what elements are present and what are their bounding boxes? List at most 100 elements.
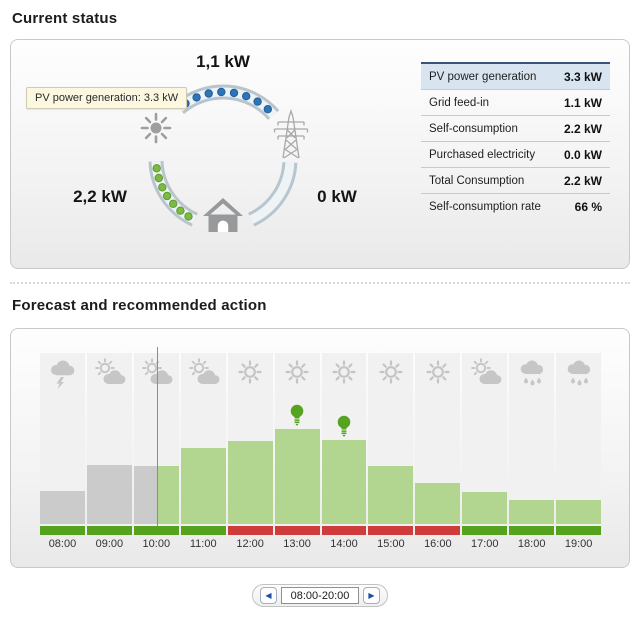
status-row-label: Self-consumption rate (429, 201, 541, 213)
chart-column[interactable] (462, 353, 508, 535)
weather-sunny-icon (368, 358, 413, 386)
usage-indicator-strip (86, 526, 132, 535)
chart-column[interactable] (556, 353, 602, 535)
house-icon (203, 198, 243, 232)
chart-column[interactable] (227, 353, 273, 535)
chart-column[interactable] (415, 353, 461, 535)
forecast-title: Forecast and recommended action (12, 297, 267, 314)
usage-indicator-strip (180, 526, 226, 535)
forecast-bar (556, 500, 602, 524)
hour-label: 13:00 (283, 538, 311, 550)
usage-indicator-strip (274, 526, 320, 535)
usage-indicator-strip (368, 526, 414, 535)
chart-column[interactable] (321, 353, 367, 535)
grid-feed-in-value: 1,1 kW (196, 52, 250, 71)
usage-indicator-strip (556, 526, 602, 535)
hour-label: 17:00 (470, 538, 499, 550)
self-consumption-flow-dots (152, 164, 193, 221)
usage-indicator-strip (40, 526, 85, 535)
pv-generation-tooltip: PV power generation: 3.3 kW (26, 87, 188, 109)
weather-storm-icon (40, 358, 85, 390)
weather-sunny-icon (275, 358, 320, 386)
status-table-row[interactable]: PV power generation 3.3 kW (421, 62, 610, 90)
hour-label: 11:00 (189, 538, 217, 550)
section-divider (10, 282, 630, 284)
forecast-bar (321, 440, 367, 524)
prev-period-button[interactable]: ◀ (260, 587, 277, 604)
status-row-value: 1.1 kW (563, 95, 602, 110)
forecast-bar (462, 492, 508, 524)
weather-sunny-icon (228, 358, 273, 386)
purchased-arc (247, 161, 298, 227)
weather-rain-icon (509, 358, 554, 388)
current-time-line (156, 347, 158, 526)
recommended-action-bulb-icon (322, 415, 367, 437)
status-row-label: PV power generation (429, 70, 537, 83)
forecast-bar (415, 483, 461, 524)
usage-indicator-strip (227, 526, 273, 535)
chart-column[interactable] (86, 353, 132, 535)
weather-sunny-icon (415, 358, 460, 386)
weather-partly-icon (181, 358, 226, 386)
chart-column[interactable] (274, 353, 320, 535)
chart-column[interactable] (133, 347, 179, 535)
status-row-label: Total Consumption (429, 174, 525, 187)
chart-column[interactable] (368, 353, 414, 535)
weather-partly-icon (462, 358, 507, 386)
hour-label: 12:00 (236, 538, 264, 550)
forecast-bar (274, 429, 320, 524)
sun-icon (140, 112, 172, 144)
weather-sunny-icon (322, 358, 367, 386)
usage-indicator-strip (509, 526, 555, 535)
status-table-row[interactable]: Self-consumption rate 66 % (421, 194, 610, 220)
forecast-panel: 08:00 09:00 10:00 11:00 12:00 13:00 14:00 15:00… (10, 328, 630, 568)
feed-in-arc (174, 84, 280, 121)
time-range-input[interactable] (281, 587, 359, 604)
hour-label: 08:00 (48, 538, 77, 550)
pager-area: ◀ ▶ (10, 584, 630, 607)
status-table: PV power generation 3.3 kW Grid feed-in 1.1… (421, 62, 610, 220)
status-table-row[interactable]: Grid feed-in 1.1 kW (421, 90, 610, 116)
forecast-bar (40, 491, 85, 524)
chart-column[interactable] (180, 353, 226, 535)
hour-label: 14:00 (330, 538, 358, 550)
chart-column[interactable] (40, 353, 85, 535)
status-table-row[interactable]: Total Consumption 2.2 kW (421, 168, 610, 194)
hour-label: 09:00 (95, 538, 124, 550)
status-row-value: 2.2 kW (563, 173, 602, 188)
energy-flow-diagram (140, 84, 309, 232)
hour-label: 18:00 (517, 538, 546, 550)
current-status-title: Current status (12, 10, 118, 27)
usage-indicator-strip (462, 526, 508, 535)
status-table-row[interactable]: Purchased electricity 0.0 kW (421, 142, 610, 168)
power-pylon-icon (273, 108, 309, 159)
forecast-bar (227, 441, 273, 524)
time-range-pager: ◀ ▶ (252, 584, 388, 607)
usage-indicator-strip (133, 526, 179, 535)
hour-label: 15:00 (377, 538, 405, 550)
purchased-value: 0 kW (317, 187, 357, 206)
forecast-bar (368, 466, 414, 524)
forecast-bar (86, 465, 132, 524)
forecast-plot (40, 347, 602, 535)
status-row-value: 2.2 kW (563, 121, 602, 136)
hours-row: 08:00 09:00 10:00 11:00 12:00 13:00 14:00 15:00… (40, 538, 601, 550)
forecast-bar (133, 466, 179, 524)
forecast-bar (509, 500, 555, 524)
current-status-panel: 1,1 kW 2,2 kW 0 kW PV power generation: … (10, 39, 630, 269)
status-row-label: Self-consumption (429, 122, 518, 135)
next-period-button[interactable]: ▶ (363, 587, 380, 604)
weather-partly-icon (134, 358, 179, 386)
status-table-row[interactable]: Self-consumption 2.2 kW (421, 116, 610, 142)
status-row-label: Grid feed-in (429, 96, 490, 109)
forecast-bar (180, 448, 226, 524)
recommended-action-bulb-icon (275, 404, 320, 426)
status-row-value: 0.0 kW (563, 147, 602, 162)
hour-label: 19:00 (564, 538, 593, 550)
usage-indicator-strip (415, 526, 461, 535)
status-row-label: Purchased electricity (429, 148, 536, 161)
weather-partly-icon (87, 358, 132, 386)
hour-label: 16:00 (424, 538, 452, 550)
chart-column[interactable] (509, 353, 555, 535)
